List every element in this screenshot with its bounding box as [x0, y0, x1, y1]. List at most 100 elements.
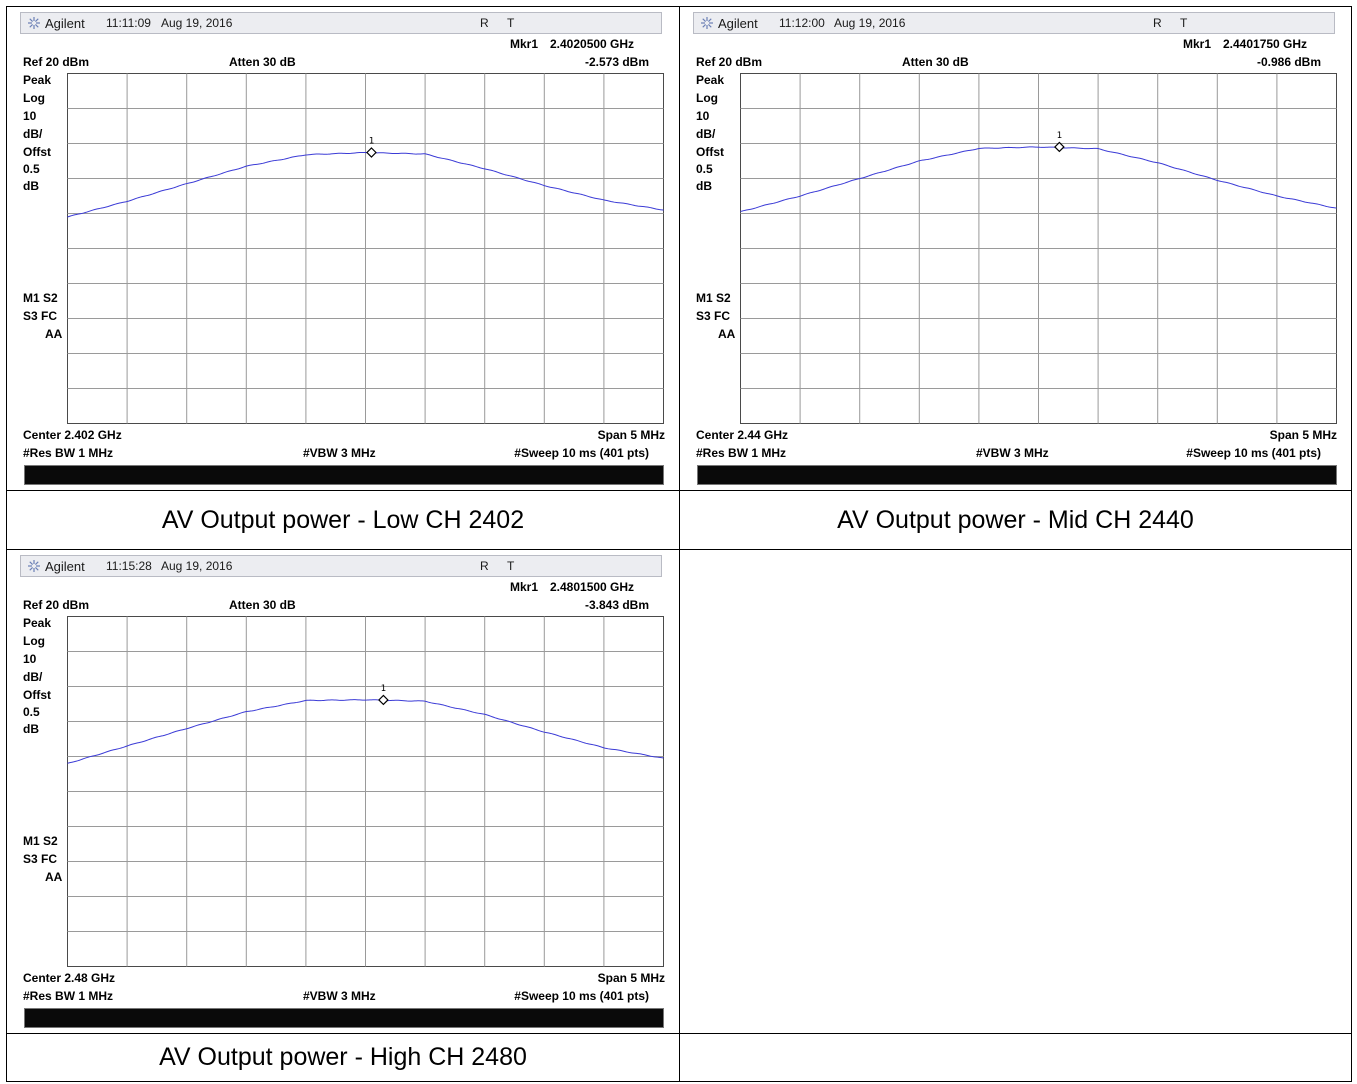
- timestamp: 11:15:28: [106, 559, 152, 573]
- left-label-6: dB: [23, 722, 39, 736]
- marker-diamond: [378, 694, 389, 706]
- left-label-0: Peak: [23, 73, 52, 87]
- marker-level: -3.843 dBm: [584, 598, 649, 612]
- ref-level: Ref 20 dBm: [23, 598, 90, 612]
- attenuation: Atten 30 dB: [229, 598, 296, 612]
- date: Aug 19, 2016: [161, 559, 233, 573]
- spectrum-analyzer-low: Agilent 11:11:09 Aug 19, 2016 R T Mkr1 2.40205…: [7, 7, 679, 490]
- marker-label: Mkr1: [510, 580, 539, 594]
- caption-mid: AV Output power - Mid CH 2440: [680, 491, 1352, 550]
- marker-number: 1: [1057, 131, 1062, 141]
- caption-mid-text: AV Output power - Mid CH 2440: [837, 505, 1194, 534]
- marker-diamond: [1054, 141, 1065, 153]
- marker-number: 1: [369, 137, 374, 147]
- left-label-5: 0.5: [23, 705, 40, 719]
- sweep: #Sweep 10 ms (401 pts): [1186, 446, 1321, 460]
- cell-mid-plot: Agilent 11:12:00 Aug 19, 2016 R T Mkr1 2.44017…: [680, 7, 1352, 491]
- status-label-1: S3 FC: [23, 309, 58, 323]
- center-freq: Center 2.402 GHz: [23, 428, 122, 442]
- left-label-0: Peak: [23, 616, 52, 630]
- left-label-1: Log: [23, 91, 45, 105]
- status-bar: [24, 465, 664, 485]
- left-label-3: dB/: [23, 127, 43, 141]
- marker-freq: 2.4020500 GHz: [550, 37, 635, 51]
- res-bw: #Res BW 1 MHz: [23, 446, 114, 460]
- marker-label: Mkr1: [1183, 37, 1212, 51]
- analyzer-title-bar: Agilent 11:15:28 Aug 19, 2016 R T: [20, 555, 662, 577]
- left-label-5: 0.5: [696, 162, 713, 176]
- status-label-2: AA: [45, 327, 63, 341]
- caption-empty: [680, 1034, 1352, 1082]
- mode-r: R: [480, 16, 489, 30]
- left-label-2: 10: [23, 652, 37, 666]
- date: Aug 19, 2016: [834, 16, 906, 30]
- res-bw: #Res BW 1 MHz: [23, 989, 114, 1003]
- vbw: #VBW 3 MHz: [303, 446, 376, 460]
- cell-high-plot: Agilent 11:15:28 Aug 19, 2016 R T Mkr1 2.48015…: [7, 550, 680, 1034]
- status-label-2: AA: [45, 870, 63, 884]
- left-label-4: Offst: [696, 145, 724, 159]
- analyzer-title-bar: Agilent 11:12:00 Aug 19, 2016 R T: [693, 12, 1335, 34]
- cell-empty-plot: [680, 550, 1352, 1034]
- span-freq: Span 5 MHz: [597, 971, 665, 985]
- left-label-2: 10: [23, 109, 37, 123]
- left-label-2: 10: [696, 109, 710, 123]
- cell-low-plot: Agilent 11:11:09 Aug 19, 2016 R T Mkr1 2.40205…: [7, 7, 680, 491]
- mode-r: R: [480, 559, 489, 573]
- agilent-logo-icon: [701, 17, 713, 29]
- span-freq: Span 5 MHz: [1269, 428, 1337, 442]
- caption-low: AV Output power - Low CH 2402: [7, 491, 680, 550]
- marker-level: -2.573 dBm: [584, 55, 649, 69]
- mode-r: R: [1153, 16, 1162, 30]
- caption-high: AV Output power - High CH 2480: [7, 1034, 680, 1082]
- status-label-1: S3 FC: [696, 309, 731, 323]
- left-label-0: Peak: [696, 73, 725, 87]
- mode-t: T: [507, 16, 515, 30]
- caption-low-text: AV Output power - Low CH 2402: [161, 505, 525, 534]
- spectrum-plot: 1: [740, 73, 1337, 424]
- agilent-logo-icon: [28, 560, 40, 572]
- attenuation: Atten 30 dB: [902, 55, 969, 69]
- span-freq: Span 5 MHz: [597, 428, 665, 442]
- left-label-3: dB/: [23, 670, 43, 684]
- marker-label: Mkr1: [510, 37, 539, 51]
- vbw: #VBW 3 MHz: [303, 989, 376, 1003]
- mode-t: T: [507, 559, 515, 573]
- marker-number: 1: [381, 684, 386, 694]
- status-bar: [24, 1008, 664, 1028]
- center-freq: Center 2.48 GHz: [23, 971, 116, 985]
- brand-name: Agilent: [45, 559, 85, 574]
- status-label-0: M1 S2: [23, 291, 58, 305]
- status-bar: [697, 465, 1337, 485]
- results-table: Agilent 11:11:09 Aug 19, 2016 R T Mkr1 2.40205…: [6, 6, 1352, 1082]
- caption-high-text: AV Output power - High CH 2480: [159, 1043, 527, 1071]
- ref-level: Ref 20 dBm: [23, 55, 90, 69]
- sweep: #Sweep 10 ms (401 pts): [514, 989, 649, 1003]
- trace-line: [67, 151, 664, 218]
- status-label-1: S3 FC: [23, 852, 58, 866]
- sweep: #Sweep 10 ms (401 pts): [514, 446, 649, 460]
- spectrum-analyzer-mid: Agilent 11:12:00 Aug 19, 2016 R T Mkr1 2.44017…: [680, 7, 1351, 490]
- left-label-3: dB/: [696, 127, 716, 141]
- marker-freq: 2.4801500 GHz: [550, 580, 635, 594]
- trace-line: [740, 146, 1337, 212]
- spectrum-plot: 1: [67, 616, 664, 967]
- ref-level: Ref 20 dBm: [696, 55, 763, 69]
- brand-name: Agilent: [718, 16, 758, 31]
- brand-name: Agilent: [45, 16, 85, 31]
- timestamp: 11:11:09: [106, 16, 151, 30]
- timestamp: 11:12:00: [779, 16, 825, 30]
- agilent-logo-icon: [28, 17, 40, 29]
- date: Aug 19, 2016: [161, 16, 233, 30]
- res-bw: #Res BW 1 MHz: [696, 446, 787, 460]
- left-label-4: Offst: [23, 145, 51, 159]
- mode-t: T: [1180, 16, 1188, 30]
- marker-freq: 2.4401750 GHz: [1223, 37, 1308, 51]
- left-label-6: dB: [696, 179, 712, 193]
- status-label-0: M1 S2: [696, 291, 731, 305]
- trace-line: [67, 699, 664, 764]
- marker-level: -0.986 dBm: [1256, 55, 1321, 69]
- left-label-4: Offst: [23, 688, 51, 702]
- vbw: #VBW 3 MHz: [976, 446, 1049, 460]
- spectrum-analyzer-high: Agilent 11:15:28 Aug 19, 2016 R T Mkr1 2.48015…: [7, 550, 679, 1033]
